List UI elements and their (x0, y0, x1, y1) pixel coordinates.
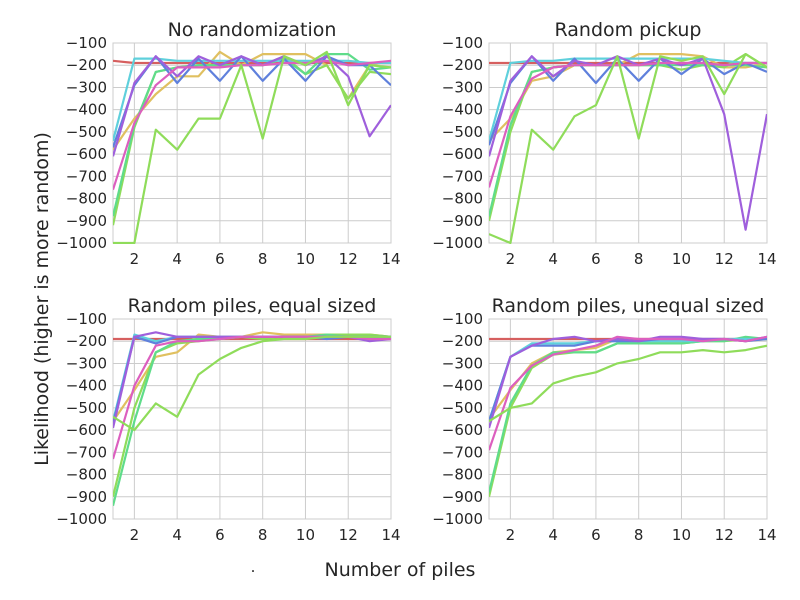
x-tick-label: 6 (215, 526, 225, 544)
y-tick-label: −300 (66, 78, 107, 96)
y-tick-label: −600 (66, 145, 107, 163)
y-tick-label: −400 (442, 377, 483, 395)
subplot-title: Random piles, equal sized (128, 295, 377, 317)
x-tick-label: 4 (548, 250, 558, 268)
y-tick-label: −200 (66, 56, 107, 74)
x-tick-label: 10 (296, 526, 315, 544)
x-tick-label: 12 (715, 526, 734, 544)
x-tick-label: 6 (215, 250, 225, 268)
y-tick-label: −800 (66, 190, 107, 208)
x-tick-label: 2 (506, 250, 516, 268)
x-tick-label: 4 (172, 526, 182, 544)
y-tick-label: −1000 (432, 510, 483, 528)
y-tick-label: −900 (442, 212, 483, 230)
y-tick-label: −300 (442, 354, 483, 372)
y-tick-label: −400 (66, 377, 107, 395)
x-tick-label: 10 (672, 250, 691, 268)
y-tick-label: −700 (66, 167, 107, 185)
subplot-title: Random pickup (554, 19, 701, 41)
series-line-8 (113, 59, 391, 191)
y-tick-label: −600 (442, 421, 483, 439)
y-tick-label: −400 (442, 101, 483, 119)
x-tick-label: 8 (634, 250, 644, 268)
x-tick-label: 8 (258, 250, 268, 268)
subplot-grid: −100 −200 −300 −400 −500 −600 −700 −800 −900 −100… (56, 19, 776, 544)
x-tick-label: 10 (672, 526, 691, 544)
y-tick-label: −900 (66, 488, 107, 506)
y-tick-label: −800 (442, 190, 483, 208)
x-tick-label: 4 (548, 526, 558, 544)
subplot-3: −100 −200 −300 −400 −500 −600 −700 −800 −900 −100… (56, 295, 400, 544)
series-line-9 (113, 335, 391, 432)
subplot-1: −100 −200 −300 −400 −500 −600 −700 −800 −900 −100… (56, 19, 400, 268)
subplot-title: Random piles, unequal sized (492, 295, 765, 317)
subplot-2: −100 −200 −300 −400 −500 −600 −700 −800 −900 −100… (432, 19, 776, 268)
series-line-8 (489, 61, 767, 188)
y-tick-label: −500 (66, 399, 107, 417)
subplot-title: No randomization (168, 19, 337, 41)
y-tick-label: −100 (66, 34, 107, 52)
x-tick-label: 6 (591, 526, 601, 544)
x-tick-label: 2 (506, 526, 516, 544)
y-tick-label: −100 (442, 310, 483, 328)
series-line-7 (113, 55, 391, 157)
plot-area (112, 42, 392, 244)
y-tick-label: −300 (66, 354, 107, 372)
y-tick-label: −900 (442, 488, 483, 506)
y-tick-label: −1000 (56, 234, 107, 252)
x-tick-label: 2 (130, 250, 140, 268)
plot-area (488, 318, 768, 520)
y-axis-label: Likelihood (higher is more random) (31, 132, 53, 466)
y-tick-label: −700 (442, 443, 483, 461)
y-tick-label: −400 (66, 101, 107, 119)
y-tick-label: −500 (442, 399, 483, 417)
y-tick-label: −800 (66, 466, 107, 484)
series-line-7 (489, 55, 767, 231)
x-tick-label: 8 (258, 526, 268, 544)
x-axis-label: Number of piles (325, 559, 476, 581)
y-tick-label: −1000 (56, 510, 107, 528)
x-tick-label: 14 (757, 250, 776, 268)
x-tick-label: 14 (381, 250, 400, 268)
y-tick-label: −700 (442, 167, 483, 185)
x-tick-label: 14 (757, 526, 776, 544)
series-line-9 (489, 52, 767, 244)
x-tick-label: 12 (339, 250, 358, 268)
series-line-9 (113, 50, 391, 244)
y-tick-label: −900 (66, 212, 107, 230)
x-tick-label: 6 (591, 250, 601, 268)
y-tick-label: −200 (442, 332, 483, 350)
y-tick-label: −1000 (432, 234, 483, 252)
x-tick-label: 12 (339, 526, 358, 544)
y-tick-label: −800 (442, 466, 483, 484)
series-line-8 (489, 335, 767, 451)
stray-mark: . (251, 558, 256, 576)
x-tick-label: 10 (296, 250, 315, 268)
y-tick-label: −200 (442, 56, 483, 74)
plot-area (112, 318, 392, 520)
y-tick-label: −600 (442, 145, 483, 163)
y-tick-label: −600 (66, 421, 107, 439)
x-tick-label: 14 (381, 526, 400, 544)
series-line-9 (489, 344, 767, 423)
x-tick-label: 2 (130, 526, 140, 544)
y-tick-label: −100 (66, 310, 107, 328)
y-tick-label: −300 (442, 78, 483, 96)
y-tick-label: −100 (442, 34, 483, 52)
x-tick-label: 4 (172, 250, 182, 268)
subplot-4: −100 −200 −300 −400 −500 −600 −700 −800 −900 −100… (432, 295, 776, 544)
y-tick-label: −700 (66, 443, 107, 461)
y-tick-label: −500 (66, 123, 107, 141)
x-tick-label: 12 (715, 250, 734, 268)
y-tick-label: −200 (66, 332, 107, 350)
y-tick-label: −500 (442, 123, 483, 141)
x-tick-label: 8 (634, 526, 644, 544)
